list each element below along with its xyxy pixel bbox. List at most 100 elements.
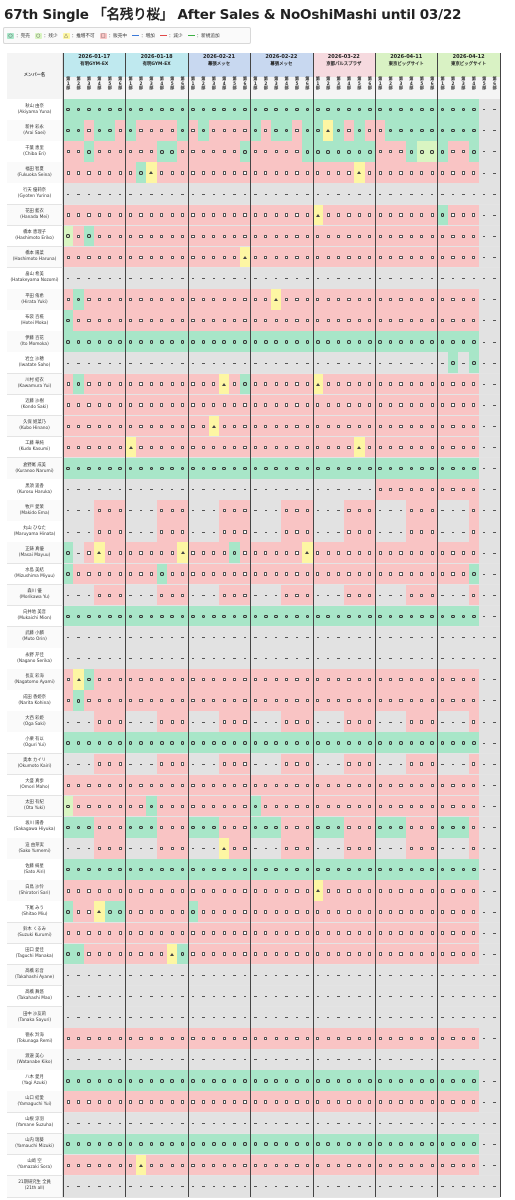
member-name-en: (Tanaka Sayuri) — [17, 1017, 52, 1023]
member-name-en: (Nagatomo Ayami) — [14, 679, 55, 685]
status-mark — [295, 804, 299, 809]
status-mark — [285, 1186, 288, 1187]
slot-cell — [406, 1133, 417, 1155]
status-mark — [284, 699, 289, 703]
status-mark — [191, 867, 195, 872]
slot-cell — [323, 922, 334, 944]
status-mark — [264, 889, 268, 893]
status-mark — [191, 489, 195, 490]
status-mark — [368, 1017, 371, 1018]
slot-cell — [406, 352, 417, 374]
event-date: 2026-02-21 — [203, 54, 235, 60]
status-mark — [316, 234, 320, 238]
member-name-jp: 水島 美結 — [25, 568, 44, 574]
status-mark — [87, 763, 91, 765]
status-mark — [388, 213, 393, 217]
status-mark — [337, 721, 340, 723]
status-mark — [410, 1017, 413, 1018]
status-mark — [379, 1017, 382, 1018]
slot-cell — [375, 436, 386, 458]
slot-cell — [125, 563, 136, 585]
slot-cell — [281, 795, 292, 817]
status-mark — [357, 1163, 362, 1168]
slot-cell — [94, 479, 105, 501]
status-mark — [160, 278, 163, 279]
status-mark — [472, 910, 476, 914]
status-mark — [233, 637, 236, 638]
status-mark — [108, 996, 111, 997]
slot-cell — [333, 1006, 344, 1029]
member-name-jp: 花田 藍衣 — [25, 209, 44, 215]
slot-cell — [177, 669, 188, 691]
slot-cell — [323, 394, 334, 416]
status-mark — [378, 128, 382, 133]
slot-cell — [312, 479, 323, 501]
status-mark — [316, 974, 319, 976]
status-mark — [201, 741, 206, 745]
slot-cell — [416, 626, 427, 648]
slot-cell — [83, 838, 95, 860]
status-mark — [336, 551, 341, 555]
status-mark — [441, 996, 444, 997]
slot-cell — [73, 289, 84, 311]
status-mark — [284, 213, 289, 217]
slot-cell — [479, 584, 490, 606]
status-mark — [212, 804, 216, 809]
status-mark — [87, 572, 91, 576]
status-mark — [191, 677, 195, 682]
status-mark — [254, 1122, 257, 1124]
status-mark — [347, 952, 351, 956]
status-mark — [264, 699, 268, 703]
slot-cell — [343, 1091, 355, 1113]
status-mark — [316, 424, 320, 428]
row-divider — [7, 436, 500, 437]
slot-cell — [447, 225, 459, 247]
status-mark — [232, 1142, 237, 1146]
status-mark — [327, 510, 330, 512]
status-mark — [76, 804, 81, 809]
status-mark — [201, 867, 206, 872]
status-mark — [441, 278, 444, 279]
status-mark — [253, 699, 258, 703]
row-divider — [7, 584, 500, 585]
status-mark — [420, 762, 424, 766]
slot-cell — [83, 626, 95, 648]
slot-cell — [375, 521, 386, 543]
status-mark — [399, 741, 403, 745]
slot-cell — [125, 1133, 136, 1155]
status-mark — [440, 487, 445, 492]
slot-cell — [229, 1070, 240, 1092]
part-header: 第 5 部 — [291, 76, 303, 99]
slot-cell — [135, 141, 147, 163]
status-mark — [337, 1059, 340, 1061]
status-mark — [170, 509, 174, 513]
slot-cell — [125, 162, 136, 184]
slot-cell — [323, 99, 334, 121]
status-mark — [451, 340, 455, 344]
status-mark — [284, 445, 289, 450]
status-mark — [379, 193, 382, 195]
status-mark — [191, 278, 195, 279]
slot-cell — [167, 880, 178, 902]
slot-cell — [63, 352, 74, 374]
status-mark — [327, 721, 330, 723]
status-mark — [170, 403, 174, 407]
slot-cell — [333, 626, 344, 648]
status-mark — [420, 213, 424, 217]
status-mark — [441, 1186, 444, 1187]
status-mark — [388, 910, 393, 914]
slot-cell — [115, 816, 126, 839]
slot-cell — [437, 901, 448, 923]
member-name-cell: 奥本 カイリ (Okumoto Kairi) — [7, 753, 63, 775]
status-mark — [149, 466, 154, 471]
slot-cell — [177, 626, 188, 648]
status-mark — [284, 1036, 289, 1041]
slot-cell — [343, 1070, 355, 1092]
status-mark — [233, 996, 236, 997]
member-name-cell: 千葉 恵里 (Chiba Eri) — [7, 141, 63, 163]
status-mark — [284, 762, 289, 766]
slot-cell — [208, 584, 219, 606]
status-mark — [337, 637, 340, 638]
status-mark — [170, 234, 174, 238]
member-name-jp: 千葉 恵里 — [25, 145, 44, 151]
